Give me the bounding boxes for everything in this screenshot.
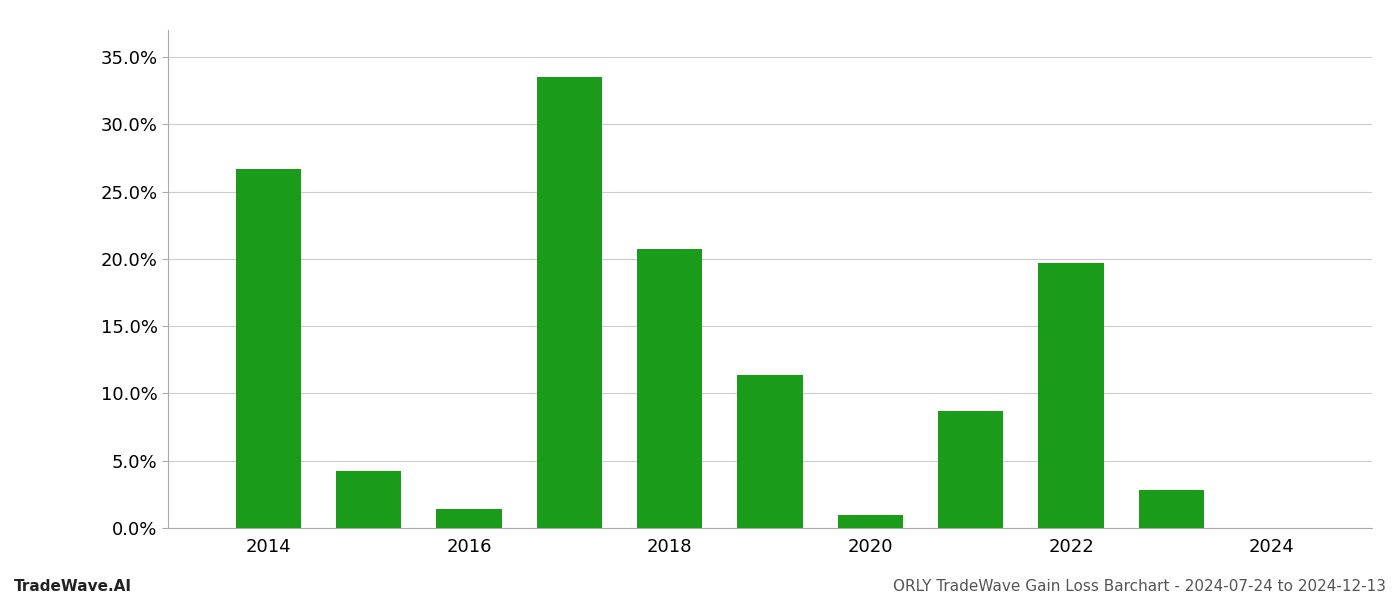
Text: ORLY TradeWave Gain Loss Barchart - 2024-07-24 to 2024-12-13: ORLY TradeWave Gain Loss Barchart - 2024… — [893, 579, 1386, 594]
Bar — [336, 472, 402, 528]
Bar — [637, 250, 703, 528]
Text: TradeWave.AI: TradeWave.AI — [14, 579, 132, 594]
Bar — [837, 515, 903, 528]
Bar — [738, 374, 802, 528]
Bar — [1138, 490, 1204, 528]
Bar — [437, 509, 501, 528]
Bar — [536, 77, 602, 528]
Bar — [938, 411, 1004, 528]
Bar — [1039, 263, 1103, 528]
Bar — [235, 169, 301, 528]
